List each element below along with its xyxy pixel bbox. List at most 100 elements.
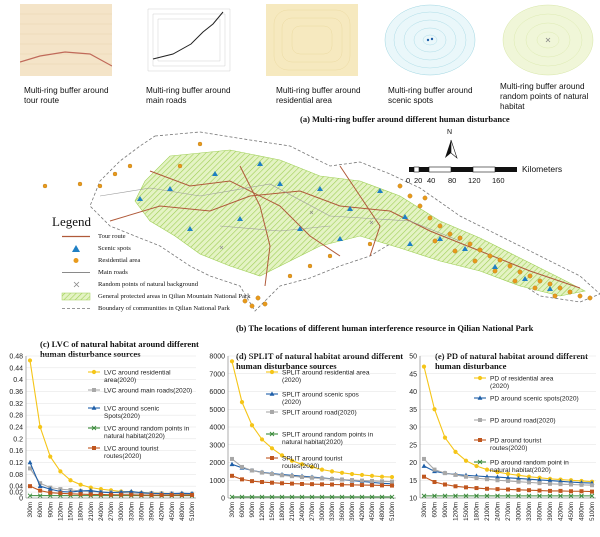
x-tick-label: 5100m <box>389 502 396 521</box>
legend-entry: SPLIT around tourist routes(2020) <box>282 455 343 470</box>
data-point <box>98 492 103 497</box>
data-point <box>432 467 437 472</box>
thumb-label-random-points: Multi-ring buffer around random points o… <box>500 82 589 111</box>
data-point <box>526 493 532 499</box>
legend-entry: PD around road(2020) <box>490 417 556 424</box>
x-tick-label: 4500m <box>568 502 575 521</box>
data-point <box>478 438 482 442</box>
x-tick-label: 600m <box>239 502 246 517</box>
scale-tick-80: 80 <box>448 176 457 185</box>
data-point <box>579 482 584 487</box>
data-point <box>260 470 264 475</box>
data-point <box>537 493 542 499</box>
data-point <box>339 470 345 475</box>
data-point <box>389 474 395 480</box>
data-point <box>109 492 113 497</box>
data-point <box>369 494 375 500</box>
x-tick-label: 300m <box>229 502 236 517</box>
scale-tick-40: 40 <box>427 176 436 185</box>
x-tick-label: 3600m <box>339 502 346 521</box>
x-tick-label: 5100m <box>189 502 196 521</box>
data-point <box>464 474 468 479</box>
legend-entry: LVC around scenic Spots(2020) <box>104 405 160 420</box>
x-tick-label: 3000m <box>319 502 326 521</box>
y-tick-label: 0.44 <box>9 365 23 372</box>
thumb-label-residential: Multi-ring buffer around residential are… <box>276 86 361 105</box>
y-tick-label: 4000 <box>209 425 225 432</box>
data-point <box>463 493 469 499</box>
data-point <box>330 482 334 487</box>
data-point <box>78 488 84 493</box>
data-point <box>547 478 553 483</box>
y-tick-label: 6000 <box>209 389 225 396</box>
x-tick-label: 1800m <box>279 502 286 521</box>
x-tick-label: 300m <box>421 502 428 517</box>
x-tick-label: 1800m <box>78 502 85 521</box>
legend-entry: PD around scenic spots(2020) <box>490 395 579 402</box>
data-point <box>299 462 305 467</box>
x-tick-label: 2100m <box>88 502 95 521</box>
y-tick-label: 8000 <box>209 354 225 361</box>
data-point <box>28 484 32 489</box>
data-point <box>505 493 511 499</box>
data-point <box>360 478 364 483</box>
data-point <box>300 481 304 486</box>
data-point <box>320 482 324 487</box>
data-point <box>299 494 305 500</box>
y-tick-label: 3000 <box>209 442 225 449</box>
data-point <box>484 467 490 472</box>
data-point <box>88 488 94 493</box>
scenic-buffer-image <box>384 4 476 76</box>
data-point <box>422 456 426 461</box>
data-point <box>432 407 437 412</box>
x-tick-label: 2700m <box>309 502 316 521</box>
data-point <box>589 493 595 499</box>
thumb-scenic <box>384 4 476 76</box>
data-point <box>310 475 314 480</box>
data-point <box>269 369 275 375</box>
legend-entry: SPLIT around random points in natural hab… <box>282 431 373 446</box>
x-tick-label: 1200m <box>453 502 460 521</box>
thumb-label-scenic: Multi-ring buffer around scenic spots <box>388 86 473 105</box>
data-point <box>516 475 521 481</box>
data-point <box>38 488 43 493</box>
y-tick-label: 0.32 <box>9 401 23 408</box>
data-point <box>421 493 427 499</box>
data-point <box>270 456 274 460</box>
y-tick-label: 0.24 <box>9 425 23 432</box>
data-point <box>179 493 184 498</box>
data-point <box>558 482 563 487</box>
x-tick-label: 2400m <box>495 502 502 521</box>
data-point <box>432 493 437 499</box>
data-point <box>320 476 324 481</box>
caption-b: (b) The locations of different human int… <box>236 323 534 333</box>
y-tick-label: 25 <box>409 442 417 449</box>
x-tick-label: 4200m <box>558 502 565 521</box>
x-tick-label: 2100m <box>289 502 296 521</box>
data-point <box>506 487 510 492</box>
data-point <box>250 468 254 473</box>
x-tick-label: 2100m <box>484 502 491 521</box>
data-point <box>38 424 43 430</box>
y-tick-label: 10 <box>409 496 417 503</box>
data-point <box>558 493 563 499</box>
data-point <box>239 400 245 405</box>
data-point <box>558 478 563 484</box>
data-point <box>526 476 532 481</box>
data-point <box>477 375 483 381</box>
chart-c-lvc: 00.020.04 0.08 0.12 0.16 0.2 0.24 0.28 0.32 0.36… <box>9 354 196 521</box>
y-tick-label: 20 <box>409 460 417 467</box>
data-point <box>159 493 164 498</box>
data-point <box>516 487 521 492</box>
data-point <box>350 482 354 487</box>
scale-tick-160: 160 <box>492 176 505 185</box>
data-point <box>370 478 374 483</box>
scale-unit: Kilometers <box>522 164 563 174</box>
chart-e-pd: 10 15 20 25 30 35 40 45 50 300m 600m 900m 1200m 1500m… <box>409 354 596 521</box>
scenic-triangle-icon <box>72 245 80 252</box>
residential-points <box>42 141 593 309</box>
data-point <box>290 481 294 486</box>
x-tick-label: 4200m <box>159 502 166 521</box>
scale-bar <box>409 166 517 173</box>
x-tick-label: 3900m <box>349 502 356 521</box>
